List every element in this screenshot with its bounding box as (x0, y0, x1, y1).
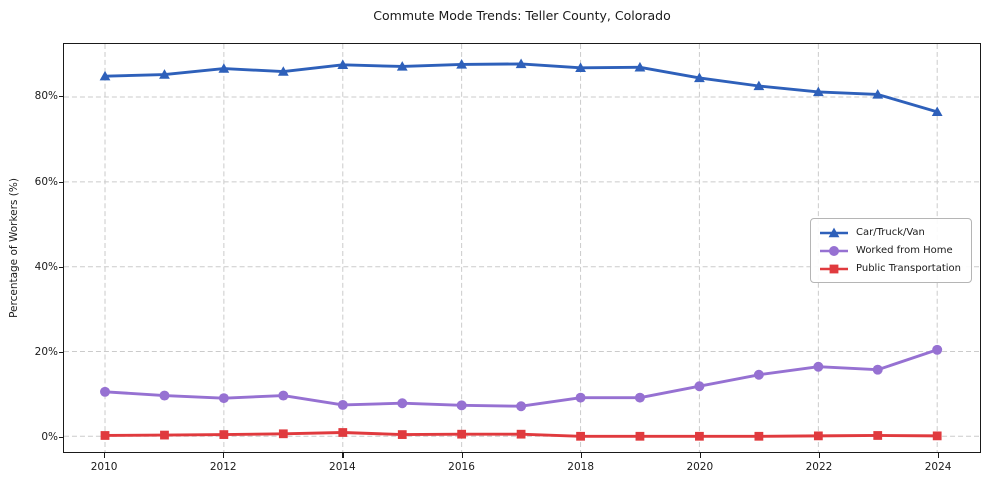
y-tick-label: 40% (34, 260, 58, 273)
x-tick-mark (223, 453, 225, 458)
y-tick-label: 0% (41, 431, 58, 444)
x-tick-mark (818, 453, 821, 458)
plot-area: Car/Truck/Van Worked from Home Public Tran… (63, 43, 981, 453)
x-tick-label: 2018 (567, 461, 595, 473)
x-tick-label: 2022 (805, 461, 833, 473)
x-tick-label: 2016 (448, 461, 475, 473)
y-tick-label: 80% (34, 90, 58, 103)
legend-marker-circle-icon (820, 245, 849, 256)
legend-item: Worked from Home (819, 243, 961, 258)
y-tick-label: 60% (34, 175, 58, 188)
x-tick-mark (461, 453, 463, 458)
y-axis-label: Percentage of Workers (%) (8, 178, 20, 318)
y-tick-mark (58, 96, 63, 98)
legend-item: Car/Truck/Van (819, 225, 961, 240)
chart-title: Commute Mode Trends: Teller County, Colo… (373, 8, 671, 23)
y-tick-mark (58, 351, 63, 354)
legend-marker-triangle-icon (820, 227, 849, 237)
x-tick-mark (104, 453, 106, 458)
x-tick-mark (580, 453, 582, 458)
y-tick-mark (58, 181, 63, 183)
x-tick-label: 2020 (686, 461, 714, 473)
legend-item-label: Car/Truck/Van (856, 226, 925, 238)
legend-item-label: Public Transportation (856, 262, 961, 274)
x-tick-mark (342, 453, 344, 458)
y-tick-label: 20% (34, 345, 58, 358)
y-tick-mark (58, 437, 63, 439)
y-tick-mark (58, 266, 63, 268)
legend-item: Public Transportation (819, 261, 961, 276)
x-tick-label: 2010 (90, 461, 118, 473)
x-tick-label: 2014 (329, 461, 356, 473)
legend-marker-square-icon (820, 264, 849, 273)
x-tick-label: 2024 (924, 461, 952, 473)
x-tick-mark (699, 453, 701, 458)
x-tick-mark (938, 453, 940, 458)
legend-item-label: Worked from Home (856, 244, 953, 256)
x-tick-label: 2012 (209, 461, 237, 473)
legend: Car/Truck/Van Worked from Home Public Tran… (810, 218, 972, 283)
